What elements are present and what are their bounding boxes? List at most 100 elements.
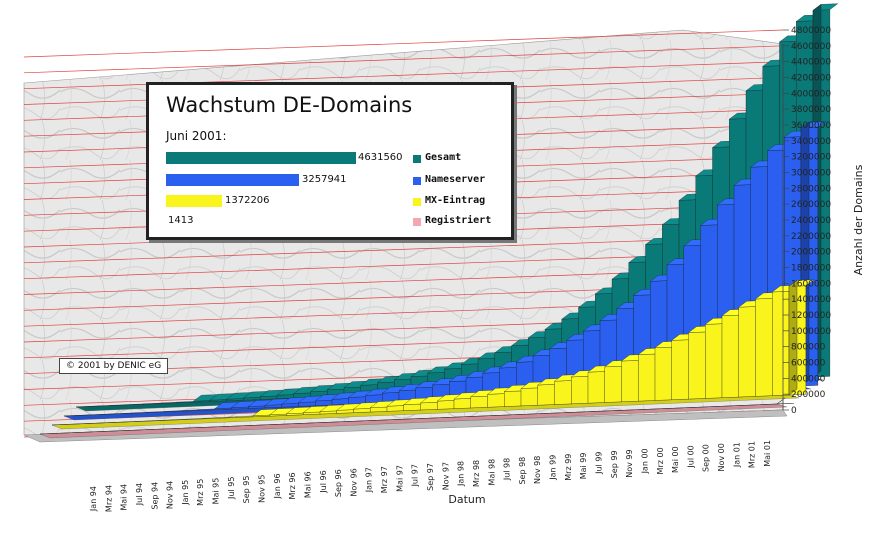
bar-MX-Eintrag: [621, 360, 639, 403]
bar-MX-Eintrag: [671, 339, 689, 400]
y-tick-label: 3600000: [791, 121, 831, 131]
bar-MX-Eintrag: [453, 398, 472, 409]
bar-MX-Eintrag: [654, 346, 673, 401]
bar-MX-Eintrag: [638, 353, 656, 402]
x-tick-label: Sep 98: [518, 457, 527, 485]
legend-subtitle: Juni 2001:: [166, 129, 227, 143]
x-tick-label: Nov 95: [258, 475, 267, 503]
x-tick-label: Sep 99: [610, 450, 619, 478]
legend-box: Wachstum DE-Domains Juni 2001: 4631560 G…: [146, 82, 514, 240]
x-tick-label: Mai 99: [579, 453, 588, 480]
y-tick-label: 3200000: [791, 153, 831, 163]
y-tick-label: 800000: [791, 343, 826, 353]
x-tick-label: Sep 95: [242, 476, 251, 504]
y-tick-label: 4600000: [791, 42, 831, 52]
bar-MX-Eintrag: [688, 331, 706, 400]
y-tick-label: 1800000: [791, 264, 831, 274]
y-tick-label: 600000: [791, 359, 826, 369]
y-tick-label: 1400000: [791, 295, 831, 305]
bar-MX-Eintrag: [370, 406, 388, 413]
x-tick-label: Jul 97: [411, 464, 420, 487]
bar-MX-Eintrag: [772, 291, 790, 396]
x-tick-label: Sep 00: [702, 444, 711, 472]
y-axis-title: Anzahl der Domains: [852, 164, 865, 275]
floor: [23, 409, 788, 443]
x-tick-label: Jul 95: [227, 477, 236, 500]
x-tick-label: Mrz 01: [748, 441, 757, 468]
y-tick-label: 3000000: [791, 169, 831, 179]
legend-bar-gesamt: [166, 152, 356, 164]
legend-label-mx: MX-Eintrag: [425, 195, 486, 206]
y-tick-label: 1600000: [791, 279, 831, 289]
bar-MX-Eintrag: [571, 376, 589, 405]
bar-MX-Eintrag: [755, 298, 773, 397]
bar-MX-Eintrag: [604, 366, 622, 403]
x-tick-label: Nov 97: [441, 462, 450, 490]
bar-MX-Eintrag: [738, 306, 756, 398]
bar-MX-Eintrag: [721, 314, 740, 398]
x-tick-label: Mai 98: [487, 459, 496, 486]
x-tick-label: Jan 01: [732, 442, 741, 468]
bar-MX-Eintrag: [504, 390, 522, 407]
y-tick-label: 0: [791, 406, 797, 416]
x-tick-label: Mai 01: [763, 440, 772, 467]
x-tick-label: Sep 94: [150, 482, 159, 510]
y-tick-label: 1000000: [791, 327, 831, 337]
bar-MX-Eintrag: [537, 384, 555, 406]
legend-bar-nameserver: [166, 174, 299, 186]
x-tick-label: Nov 94: [166, 481, 175, 509]
legend-value-nameserver: 3257941: [302, 174, 347, 185]
x-tick-label: Mrz 95: [196, 479, 205, 506]
bar-MX-Eintrag: [520, 387, 539, 407]
bar-Nameserver: [315, 400, 333, 406]
x-tick-label: Jul 98: [503, 458, 512, 481]
x-tick-label: Nov 00: [717, 443, 726, 471]
legend-swatch-gesamt: [413, 155, 421, 163]
legend-swatch-mx: [413, 198, 421, 206]
y-tick-label: 2600000: [791, 200, 831, 210]
x-axis-title: Datum: [448, 493, 485, 506]
y-tick-label: 4200000: [791, 74, 831, 84]
y-tick-label: 4800000: [791, 26, 831, 36]
x-tick-label: Jan 94: [89, 486, 98, 512]
y-tick-label: 2400000: [791, 216, 831, 226]
x-tick-label: Sep 96: [334, 469, 343, 497]
bar-MX-Eintrag: [705, 323, 723, 399]
bar-MX-Eintrag: [554, 380, 572, 405]
x-tick-label: Mai 96: [303, 471, 312, 498]
bar-side-MX-Eintrag: [788, 280, 798, 396]
legend-value-mx: 1372206: [225, 195, 270, 206]
bar-MX-Eintrag: [487, 393, 505, 408]
gridline: [23, 29, 784, 58]
y-tick-label: 400000: [791, 374, 826, 384]
bar-MX-Eintrag: [437, 400, 455, 410]
y-tick-label: 200000: [791, 390, 826, 400]
axes-layer: 0 200000 400000 600000 800000 1000000 1200000 1…: [89, 26, 865, 512]
x-tick-label: Mai 94: [120, 484, 129, 511]
legend-bar-mx: [166, 195, 222, 207]
y-tick-label: 3800000: [791, 105, 831, 115]
x-tick-label: Jan 95: [181, 480, 190, 506]
legend-swatch-registriert: [413, 218, 421, 226]
y-tick-label: 2200000: [791, 232, 831, 242]
gridline: [23, 45, 784, 74]
x-tick-label: Jan 98: [457, 461, 466, 487]
x-tick-label: Mrz 99: [564, 454, 573, 481]
bar-MX-Eintrag: [386, 405, 405, 412]
bar-MX-Eintrag: [587, 371, 606, 404]
x-tick-label: Nov 99: [625, 449, 634, 477]
x-tick-label: Mrz 96: [288, 472, 297, 499]
x-tick-label: Jan 00: [640, 448, 649, 474]
y-tick-label: 3400000: [791, 137, 831, 147]
legend-value-gesamt: 4631560: [358, 152, 403, 163]
x-tick-label: Jul 96: [319, 470, 328, 493]
x-tick-label: Mrz 00: [656, 447, 665, 474]
legend-label-nameserver: Nameserver: [425, 174, 486, 185]
x-tick-label: Mrz 97: [380, 466, 389, 493]
legend-swatch-nameserver: [413, 177, 421, 185]
bar-MX-Eintrag: [470, 395, 488, 409]
y-tick-label: 4400000: [791, 58, 831, 68]
legend-label-registriert: Registriert: [425, 215, 492, 226]
x-tick-label: Mrz 98: [472, 460, 481, 487]
